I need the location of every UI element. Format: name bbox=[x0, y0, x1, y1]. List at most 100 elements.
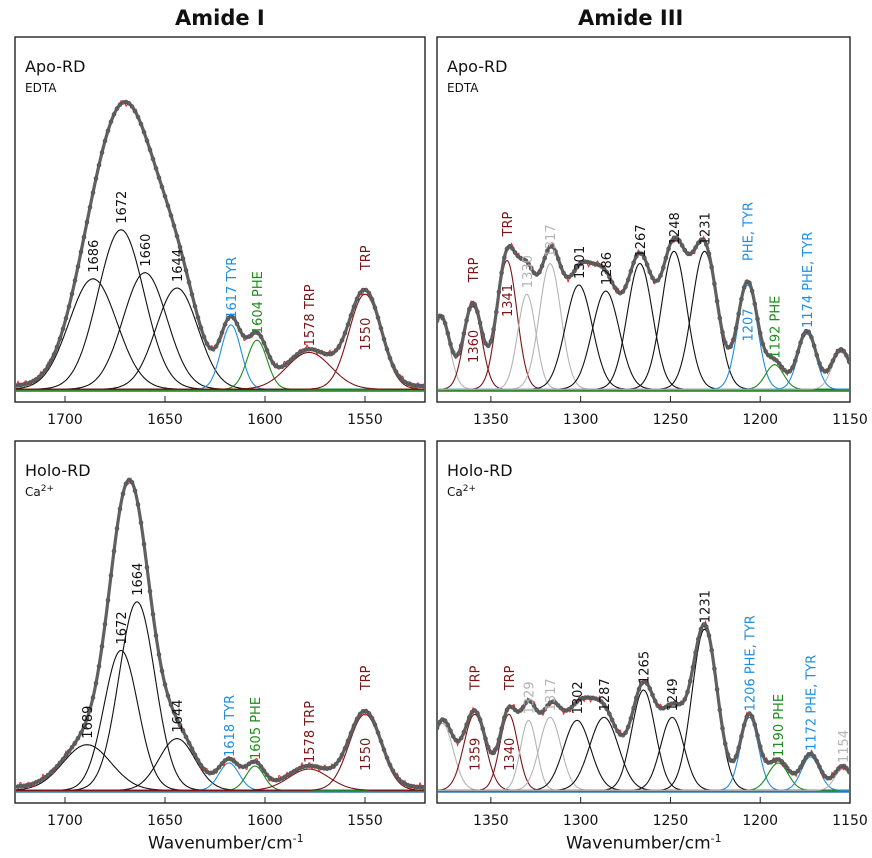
data-markers bbox=[16, 477, 424, 790]
data-marker bbox=[132, 488, 138, 494]
data-marker bbox=[493, 746, 499, 751]
data-marker bbox=[225, 316, 231, 321]
data-marker bbox=[78, 249, 84, 255]
data-marker bbox=[195, 315, 201, 320]
data-marker bbox=[679, 700, 685, 706]
data-marker bbox=[547, 700, 553, 706]
data-marker bbox=[620, 732, 626, 738]
data-marker bbox=[363, 287, 369, 293]
data-marker bbox=[652, 278, 658, 284]
x-axis-label-sup: -1 bbox=[292, 832, 304, 845]
data-marker bbox=[216, 764, 222, 770]
data-marker bbox=[825, 775, 830, 781]
data-marker bbox=[757, 330, 763, 336]
band-label-1360-assignment: TRP bbox=[467, 257, 482, 283]
data-marker bbox=[466, 714, 472, 720]
data-marker bbox=[706, 633, 712, 638]
data-marker bbox=[639, 251, 644, 257]
data-marker bbox=[174, 716, 180, 722]
data-marker bbox=[363, 708, 369, 714]
data-marker bbox=[66, 749, 72, 754]
data-marker bbox=[499, 270, 504, 276]
data-marker bbox=[333, 761, 339, 767]
data-marker bbox=[51, 352, 57, 357]
data-marker bbox=[171, 710, 177, 715]
data-marker bbox=[150, 156, 156, 162]
data-marker bbox=[588, 260, 593, 266]
x-tick-label-1350: 1350 bbox=[473, 412, 509, 428]
data-marker bbox=[342, 745, 348, 751]
x-tick-label-1700: 1700 bbox=[47, 412, 83, 428]
data-marker bbox=[27, 782, 33, 787]
data-marker bbox=[201, 766, 207, 772]
band-label-1672: 1672 bbox=[115, 191, 130, 224]
data-marker bbox=[225, 756, 231, 762]
data-marker bbox=[117, 102, 123, 107]
data-marker bbox=[553, 700, 558, 706]
data-marker bbox=[306, 346, 312, 352]
data-marker bbox=[171, 223, 177, 228]
data-marker bbox=[144, 138, 150, 144]
data-marker bbox=[792, 358, 798, 364]
data-marker bbox=[309, 346, 315, 352]
data-marker bbox=[787, 368, 793, 374]
data-marker bbox=[156, 652, 162, 657]
x-tick-label-1300: 1300 bbox=[563, 412, 599, 428]
chart-panel-amide1-apo: 1686 1672 1660 1644 1617 TYR 1604 PHE 1578 TRP… bbox=[14, 36, 426, 428]
data-marker bbox=[294, 352, 300, 357]
data-marker bbox=[108, 119, 114, 125]
data-marker bbox=[264, 347, 270, 353]
data-marker bbox=[714, 687, 720, 692]
band-label-1550-number: 1550 bbox=[359, 318, 374, 351]
data-marker bbox=[679, 243, 685, 248]
data-marker bbox=[647, 686, 653, 691]
data-marker bbox=[569, 272, 574, 278]
data-marker bbox=[72, 740, 78, 746]
band-label-1207-assignment: PHE, TYR bbox=[742, 202, 757, 261]
data-marker bbox=[623, 284, 628, 290]
data-marker bbox=[736, 311, 741, 317]
data-marker bbox=[555, 703, 561, 708]
data-marker bbox=[542, 255, 547, 261]
data-marker bbox=[798, 764, 803, 770]
data-marker bbox=[760, 752, 766, 758]
data-marker bbox=[165, 693, 171, 698]
band-label-1578: 1578 TRP bbox=[303, 284, 318, 346]
band-label-1330: 1330 bbox=[521, 255, 536, 288]
data-marker bbox=[790, 365, 795, 370]
data-marker bbox=[779, 364, 785, 370]
data-marker bbox=[596, 262, 601, 268]
data-marker bbox=[709, 264, 714, 270]
data-marker bbox=[601, 702, 607, 707]
data-marker bbox=[372, 305, 378, 310]
data-marker bbox=[604, 269, 609, 275]
band-label-1644: 1644 bbox=[171, 700, 186, 733]
band-curve-1578 bbox=[16, 351, 424, 390]
data-marker bbox=[690, 664, 696, 670]
data-marker bbox=[21, 783, 27, 789]
data-marker bbox=[153, 633, 159, 638]
data-marker bbox=[189, 746, 195, 752]
data-marker bbox=[520, 704, 526, 710]
data-marker bbox=[547, 244, 553, 249]
data-marker bbox=[186, 280, 192, 285]
data-marker bbox=[504, 707, 510, 713]
data-marker bbox=[698, 237, 704, 243]
data-marker bbox=[625, 724, 631, 730]
band-label-1359-number: 1359 bbox=[469, 738, 484, 771]
band-curve-1330 bbox=[438, 293, 849, 390]
data-marker bbox=[201, 334, 207, 340]
data-marker bbox=[566, 274, 572, 280]
data-marker bbox=[771, 758, 776, 763]
data-marker bbox=[231, 316, 237, 321]
data-marker bbox=[342, 330, 348, 336]
data-marker bbox=[448, 341, 453, 347]
data-marker bbox=[650, 275, 655, 281]
data-marker bbox=[234, 761, 240, 767]
data-marker bbox=[633, 695, 639, 701]
data-marker bbox=[417, 784, 423, 790]
data-marker bbox=[84, 219, 90, 225]
x-axis-label-right: Wavenumber/cm-1 bbox=[566, 832, 722, 854]
band-curve-1550 bbox=[16, 713, 424, 791]
